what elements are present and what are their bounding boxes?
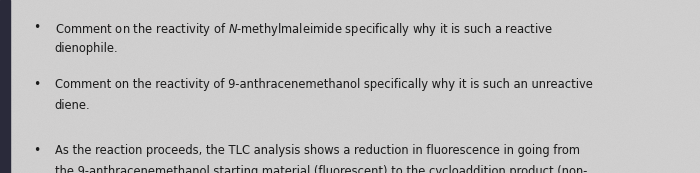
Text: Comment on the reactivity of $\mathit{N}$-methylmaleimide specifically why it is: Comment on the reactivity of $\mathit{N}… bbox=[55, 21, 552, 38]
Text: •: • bbox=[34, 144, 41, 157]
Text: the 9-anthracenemethanol starting material (fluorescent) to the cycloaddition pr: the 9-anthracenemethanol starting materi… bbox=[55, 165, 587, 173]
Text: Comment on the reactivity of 9-anthracenemethanol specifically why it is such an: Comment on the reactivity of 9-anthracen… bbox=[55, 78, 592, 91]
Bar bbox=[0, 0, 10, 173]
Text: diene.: diene. bbox=[55, 99, 90, 112]
Text: As the reaction proceeds, the TLC analysis shows a reduction in fluorescence in : As the reaction proceeds, the TLC analys… bbox=[55, 144, 580, 157]
Text: •: • bbox=[34, 78, 41, 91]
Text: •: • bbox=[34, 21, 41, 34]
Text: dienophile.: dienophile. bbox=[55, 42, 118, 55]
